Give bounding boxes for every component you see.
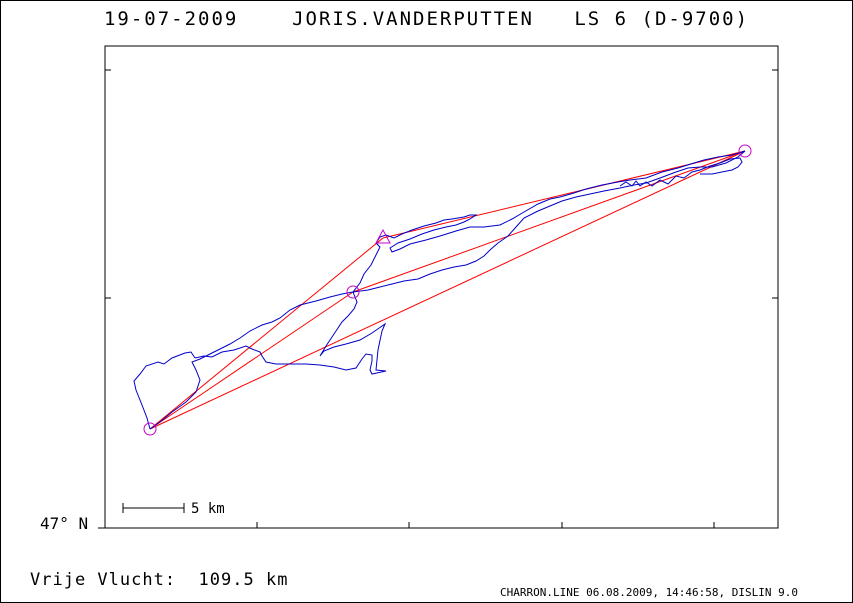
latitude-label: 47° N xyxy=(40,514,89,533)
start-turnpoint xyxy=(143,422,157,436)
free-flight-summary: Vrije Vlucht: 109.5 km xyxy=(30,570,288,590)
turnpoint-3 xyxy=(738,144,752,158)
turnpoint-2 xyxy=(346,285,360,299)
free-flight-distance: 109.5 km xyxy=(198,570,289,590)
flight-track xyxy=(133,150,746,430)
footer-info: CHARRON.LINE 06.08.2009, 14:46:58, DISLI… xyxy=(500,586,799,599)
turnpoint-triangle xyxy=(375,228,391,244)
task-lines xyxy=(149,150,746,430)
glider-type: LS 6 (D-9700) xyxy=(574,8,750,30)
map-frame xyxy=(104,45,779,529)
scale-label: 5 km xyxy=(191,501,225,517)
flight-date: 19-07-2009 xyxy=(103,8,239,30)
flight-track-detail xyxy=(619,157,743,187)
scale-bar xyxy=(122,503,185,513)
turnpoints xyxy=(143,144,752,436)
free-flight-label: Vrije Vlucht: xyxy=(30,570,177,590)
page-title: 19-07-2009 JORIS.VANDERPUTTEN LS 6 (D-97… xyxy=(0,8,853,30)
pilot-name: JORIS.VANDERPUTTEN xyxy=(292,8,534,30)
map-ticks xyxy=(98,69,778,529)
